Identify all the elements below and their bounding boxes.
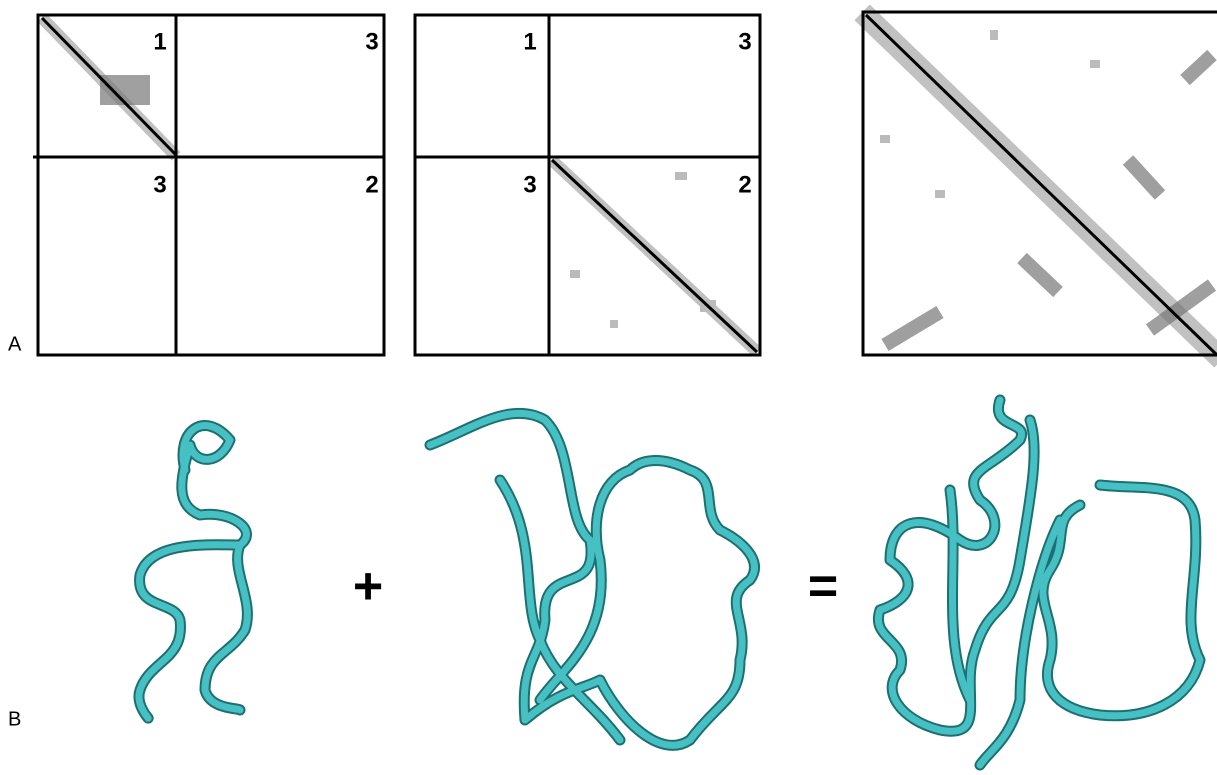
quadrant-label: 3 [523, 171, 536, 198]
contact-map-part [885, 312, 940, 345]
contact-map-part [552, 160, 757, 352]
panel-label: A [8, 333, 22, 355]
quadrant-label: 2 [738, 171, 751, 198]
quadrant-label: 3 [153, 171, 166, 198]
contact-map-part [880, 135, 890, 143]
contact-map: 1 3 3 2 [415, 15, 760, 355]
protein-ribbon-part [139, 426, 247, 719]
protein-ribbon [430, 413, 755, 745]
quadrant-label: 2 [365, 171, 378, 198]
contact-map-part [570, 270, 580, 278]
contact-map-part [866, 15, 1217, 355]
protein-ribbon-part [430, 413, 755, 745]
contact-map-part [990, 30, 998, 40]
quadrant-label: 3 [738, 28, 751, 55]
protein-ribbon [878, 400, 1200, 765]
quadrant-label: 1 [523, 28, 536, 55]
plus-operator: + [353, 558, 383, 616]
protein-ribbon-part [430, 413, 755, 745]
contact-map-part [610, 320, 618, 328]
equals-operator: = [808, 558, 838, 616]
contact-map-part [1185, 55, 1212, 80]
contact-map-part [1022, 258, 1058, 292]
contact-map [863, 12, 1217, 355]
protein-ribbon [139, 426, 247, 719]
contact-map-part [100, 75, 150, 105]
contact-map-part [935, 190, 945, 198]
figure: 1 3 3 2 1 3 3 2 A B [0, 0, 1217, 775]
contact-map-part [1090, 60, 1100, 68]
contact-map-part [1128, 160, 1160, 195]
contact-map-part [675, 172, 687, 180]
contact-map: 1 3 3 2 [33, 15, 384, 355]
quadrant-label: 3 [365, 28, 378, 55]
panel-label: B [8, 708, 21, 730]
quadrant-label: 1 [153, 28, 166, 55]
